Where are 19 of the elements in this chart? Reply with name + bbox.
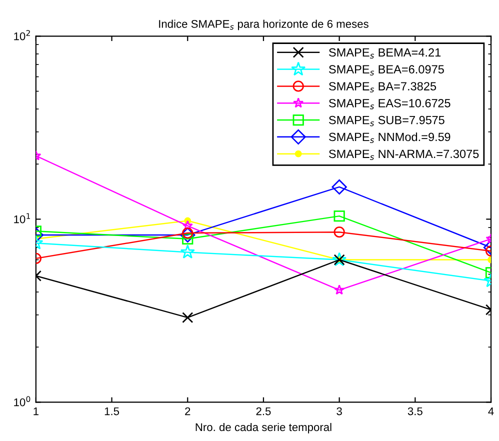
legend-label: SMAPE$_{s}$ EAS=10.6725 — [328, 98, 450, 110]
x-tick-label: 1 — [34, 407, 38, 416]
legend-label: SMAPE$_{s}$ NN-ARMA.=7.3075 — [328, 150, 479, 160]
x-tick-label: 1.5 — [104, 407, 120, 416]
y-tick-label: 10$^{1}$ — [14, 213, 30, 224]
legend-label: SMAPE$_{s}$ BEA=6.0975 — [328, 65, 444, 76]
x-tick-label: 2.5 — [256, 407, 271, 416]
legend-label: SMAPE$_{s}$ NNMod.=9.59 — [328, 132, 450, 144]
legend-label: SMAPE$_{s}$ BEMA=4.21 — [328, 48, 441, 59]
chart-title: Indice SMAPE$_{s}$ para horizonte de 6 meses — [159, 20, 368, 30]
x-tick-label: 2 — [185, 407, 190, 416]
x-tick-label: 3 — [336, 407, 342, 416]
x-tick-label: 4 — [488, 407, 494, 416]
x-tick-label: 3.5 — [408, 407, 422, 416]
y-tick-label: 10$^{0}$ — [14, 396, 30, 406]
x-axis-title: Nro. de cada serie temporal — [196, 422, 332, 434]
legend-label: SMAPE$_{s}$ BA=7.3825 — [328, 82, 436, 92]
y-tick-label: 10$^{2}$ — [14, 30, 30, 40]
legend-label: SMAPE$_{s}$ SUB=7.9575 — [328, 116, 444, 126]
